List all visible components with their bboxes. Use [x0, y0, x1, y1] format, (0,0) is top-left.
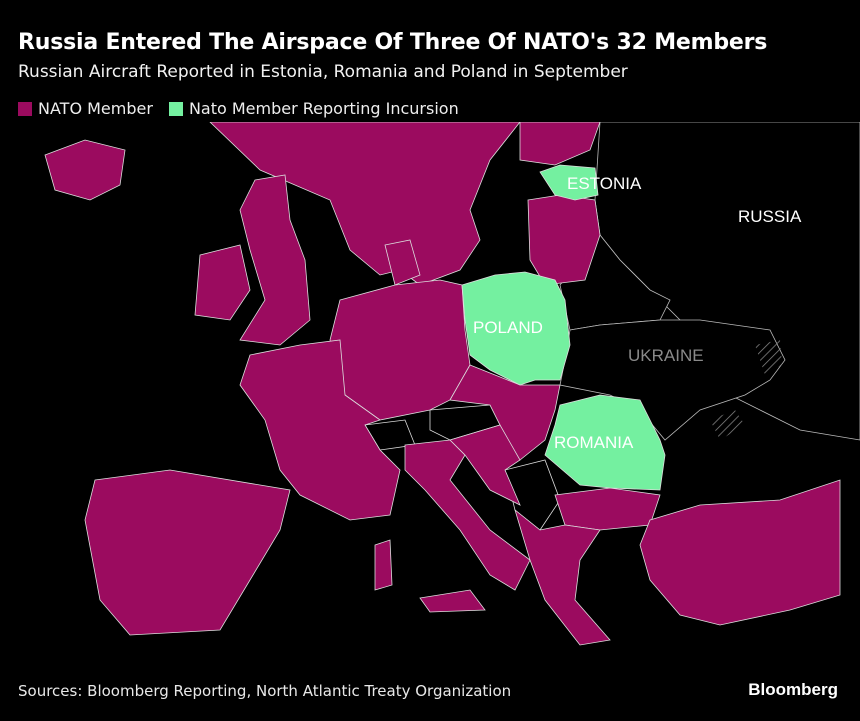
legend-swatch-magenta — [18, 101, 32, 116]
source-note: Sources: Bloomberg Reporting, North Atla… — [18, 682, 512, 700]
country-france — [239, 339, 401, 521]
country-ireland — [194, 244, 251, 321]
country-romania — [544, 394, 666, 491]
legend: NATO Member Nato Member Reporting Incurs… — [18, 99, 459, 118]
country-finland — [519, 122, 601, 166]
bloomberg-logo: Bloomberg — [748, 680, 838, 699]
country-sicily — [419, 589, 486, 613]
chart-subtitle: Russian Aircraft Reported in Estonia, Ro… — [18, 62, 628, 82]
country-spain-portugal — [84, 469, 291, 636]
label-romania: ROMANIA — [554, 433, 634, 452]
country-poland — [461, 271, 571, 386]
country-iceland — [44, 139, 126, 201]
legend-label: NATO Member — [38, 99, 153, 118]
chart-title: Russia Entered The Airspace Of Three Of … — [18, 30, 768, 55]
country-balkans-south — [514, 508, 611, 646]
label-ukraine: UKRAINE — [628, 346, 704, 365]
country-bulgaria — [554, 487, 661, 531]
country-uk — [239, 174, 311, 346]
country-denmark — [384, 239, 421, 286]
occupied-crimea — [710, 410, 745, 440]
europe-map: ESTONIA RUSSIA POLAND UKRAINE ROMANIA — [44, 122, 860, 646]
country-ukraine — [559, 319, 786, 441]
legend-swatch-green — [168, 101, 183, 116]
label-russia: RUSSIA — [738, 207, 802, 226]
legend-item-nato-member: NATO Member — [18, 99, 153, 118]
label-poland: POLAND — [473, 318, 543, 337]
legend-item-incursion: Nato Member Reporting Incursion — [168, 99, 459, 118]
label-estonia: ESTONIA — [567, 174, 642, 193]
occupied-area — [755, 340, 782, 375]
country-czechia-slovakia-hungary — [449, 364, 561, 461]
country-croatia-slovenia — [449, 424, 521, 506]
country-turkey — [639, 479, 841, 626]
legend-label: Nato Member Reporting Incursion — [188, 99, 459, 118]
country-estonia — [539, 164, 599, 201]
country-sardinia — [374, 539, 393, 591]
